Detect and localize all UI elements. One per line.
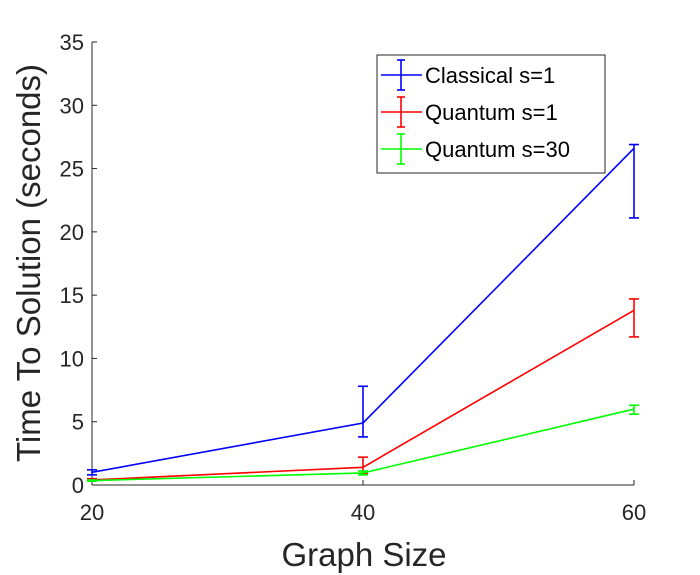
legend-label: Quantum s=30 (425, 137, 570, 162)
axes: 0 5 10 15 20 25 30 35 20 40 60 (60, 30, 647, 525)
legend-entry: Quantum s=1 (381, 96, 558, 128)
series-1 (87, 143, 639, 476)
y-tick-label: 0 (72, 473, 84, 498)
y-tick-label: 35 (60, 30, 84, 55)
y-tick-label: 10 (60, 346, 84, 371)
y-tick-label: 15 (60, 283, 84, 308)
legend: Classical s=1 Quantum s=1 Quantum s=30 (376, 54, 606, 174)
legend-entry: Quantum s=30 (381, 133, 570, 165)
x-tick-label: 20 (80, 500, 104, 525)
y-tick-label: 25 (60, 157, 84, 182)
series-3 (87, 404, 639, 483)
legend-label: Classical s=1 (425, 63, 555, 88)
y-axis-label: Time To Solution (seconds) (10, 64, 47, 462)
legend-label: Quantum s=1 (425, 100, 558, 125)
y-tick-label: 20 (60, 220, 84, 245)
plot-area (87, 143, 639, 483)
y-tick-label: 30 (60, 93, 84, 118)
legend-entry: Classical s=1 (381, 59, 555, 91)
y-tick-label: 5 (72, 410, 84, 435)
x-axis-label: Graph Size (281, 536, 446, 573)
x-tick-label: 60 (622, 500, 646, 525)
x-tick-label: 40 (351, 500, 375, 525)
